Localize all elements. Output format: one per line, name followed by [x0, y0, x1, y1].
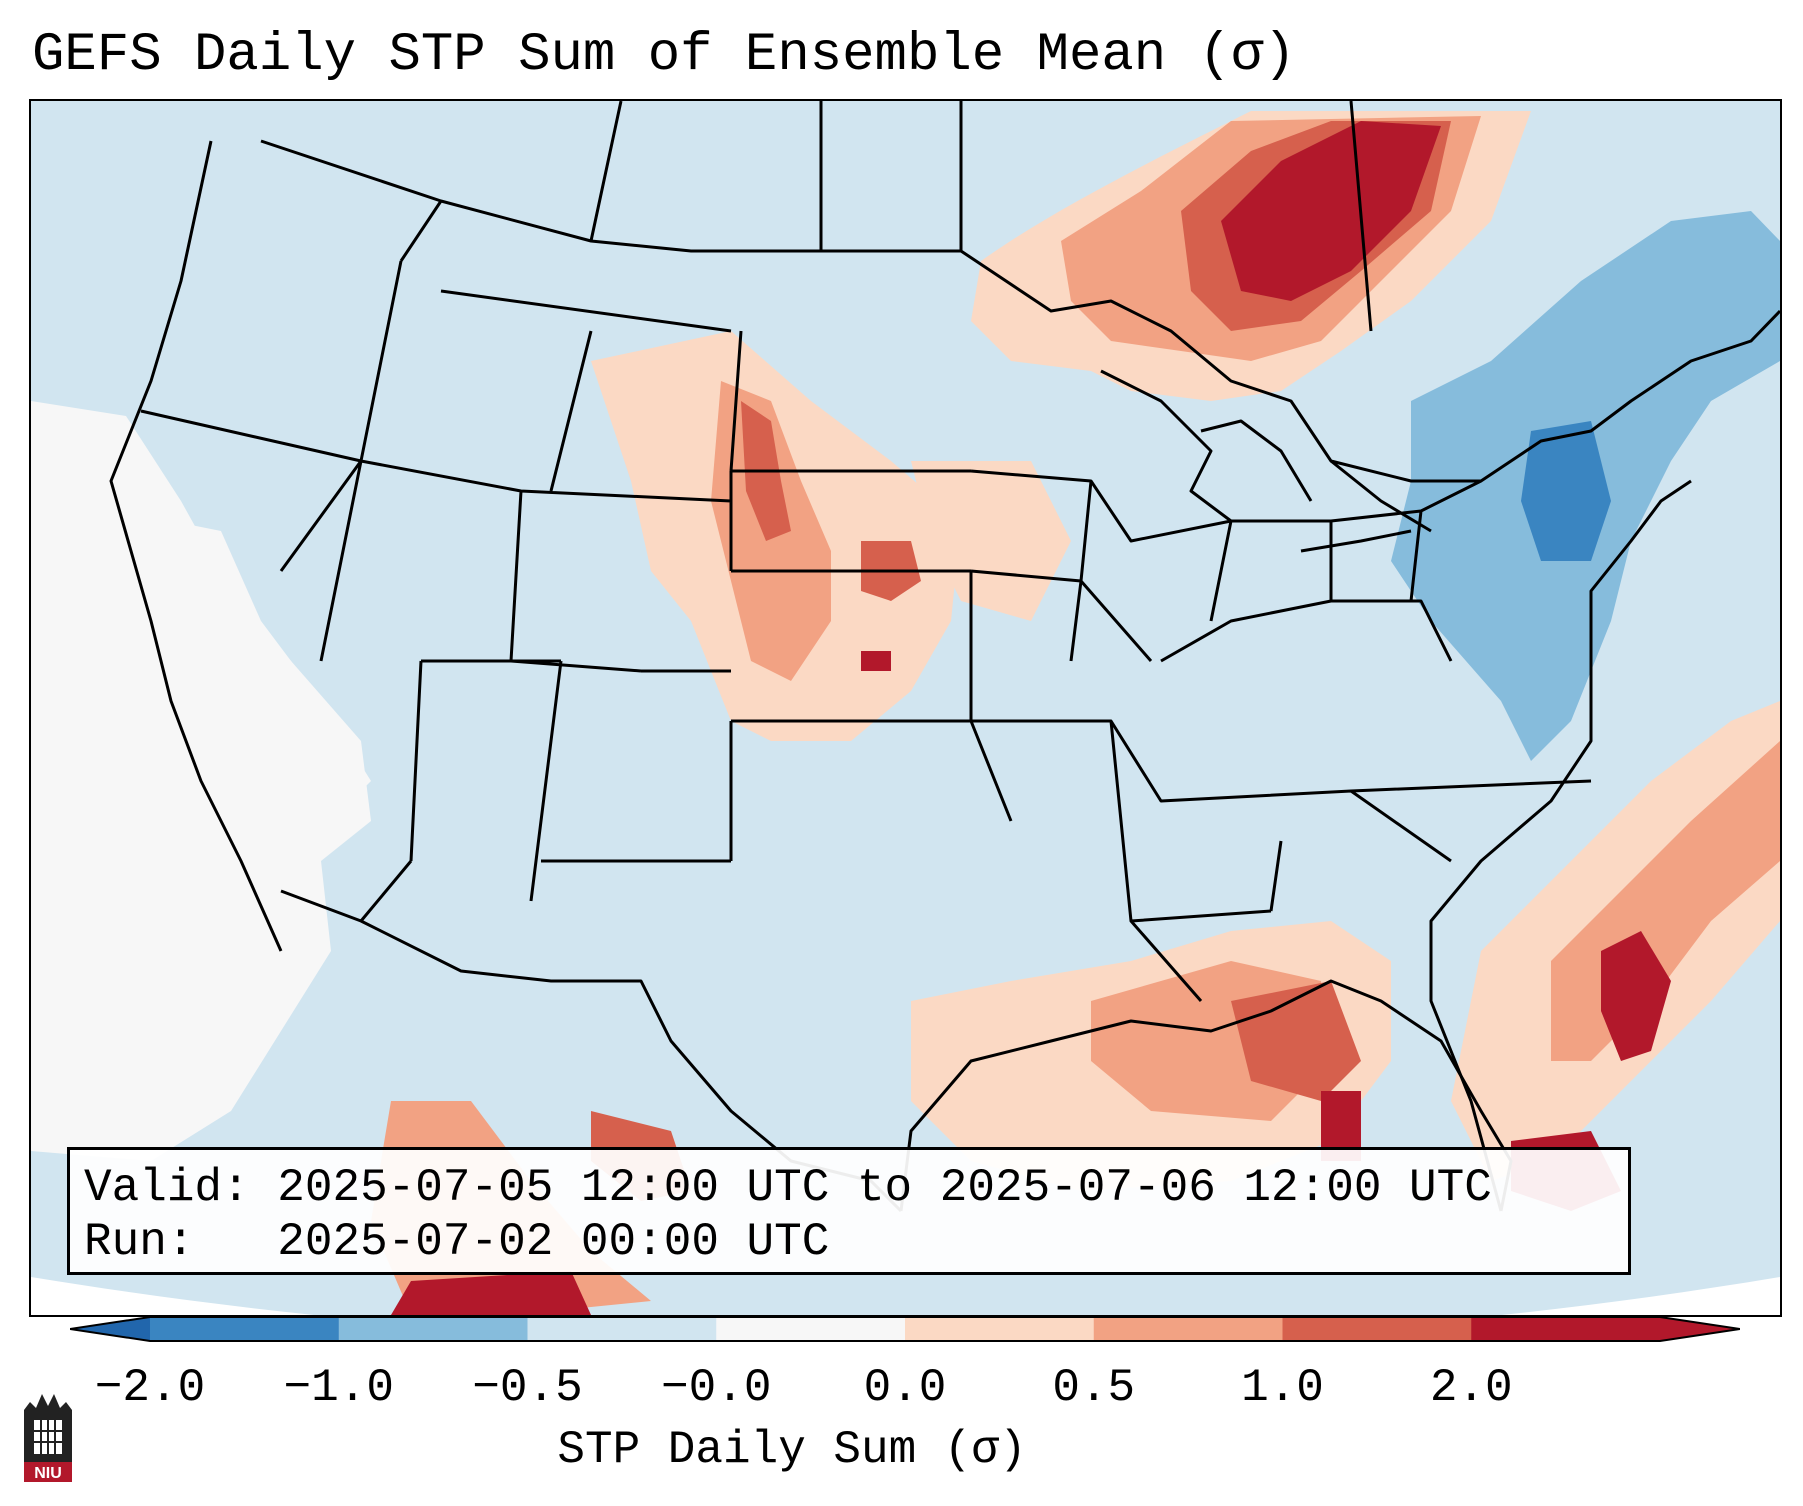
northeast-core-negative — [1521, 421, 1611, 561]
colorbar-segment — [338, 1317, 528, 1341]
colorbar-tick-label: −0.5 — [472, 1362, 583, 1414]
political-borders — [109, 101, 1780, 1213]
colorbar-tick-label: 0.0 — [863, 1362, 947, 1414]
run-time-line: Run: 2025-07-02 00:00 UTC — [84, 1216, 829, 1268]
colorbar-segment — [716, 1317, 906, 1341]
west-coast — [109, 140, 283, 952]
colorbar-segment — [1471, 1317, 1661, 1341]
colorbar-segment — [1093, 1317, 1283, 1341]
colorbar-segment — [905, 1317, 1095, 1341]
mexico-max-anomaly — [391, 1271, 591, 1315]
run-label: Run: — [84, 1216, 195, 1268]
state-lines-west — [140, 200, 1013, 922]
valid-run-info-box: Valid: 2025-07-05 12:00 UTC to 2025-07-0… — [67, 1147, 1631, 1275]
east-coast — [1429, 479, 1692, 1212]
colorbar-extend-high — [1660, 1317, 1740, 1341]
logo-text: NIU — [34, 1465, 62, 1482]
conus-map — [31, 101, 1780, 1315]
run-value: 2025-07-02 00:00 UTC — [277, 1216, 830, 1268]
gulf-max-anomaly — [1321, 1091, 1361, 1161]
chart-title: GEFS Daily STP Sum of Ensemble Mean (σ) — [32, 25, 1296, 86]
map-panel — [29, 99, 1782, 1317]
positive-anomaly-regions — [371, 111, 1780, 1315]
us-canada-border — [260, 139, 1780, 483]
valid-time-line: Valid: 2025-07-05 12:00 UTC to 2025-07-0… — [84, 1162, 1492, 1214]
negative-anomaly-regions — [1391, 211, 1780, 761]
great-lakes-outline — [1100, 369, 1432, 553]
valid-label: Valid: — [84, 1162, 250, 1214]
colorbar-tick-label: 2.0 — [1429, 1362, 1513, 1414]
colorbar-extend-low — [70, 1317, 150, 1341]
valid-value: 2025-07-05 12:00 UTC to 2025-07-06 12:00… — [277, 1162, 1492, 1214]
colorbar-segment — [527, 1317, 717, 1341]
colorbar-tick-label: −0.0 — [661, 1362, 772, 1414]
colorbar-segment — [1282, 1317, 1472, 1341]
colorbar-tick-label: 1.0 — [1241, 1362, 1324, 1414]
colorbar-segment — [150, 1317, 340, 1341]
colorbar — [70, 1316, 1740, 1342]
colorbar-tick-label: −1.0 — [283, 1362, 394, 1414]
california-neutral-patch — [171, 521, 371, 821]
colorbar-segments — [150, 1317, 1661, 1341]
canada-province-lines — [589, 101, 1373, 332]
logo-badge — [24, 1462, 72, 1482]
midwest-light-anomaly — [911, 461, 1071, 621]
gulf-coast — [899, 979, 1513, 1212]
logo-window-lines — [34, 1420, 62, 1454]
niu-logo: NIU — [24, 1394, 72, 1482]
colorbar-tick-label: 0.5 — [1052, 1362, 1136, 1414]
colorbar-outline — [70, 1316, 1740, 1342]
kansas-max-anomaly — [861, 651, 891, 671]
colorbar-tick-label: −2.0 — [94, 1362, 206, 1414]
atlantic-max-anomaly — [1601, 931, 1671, 1061]
colorbar-label: STP Daily Sum (σ) — [557, 1424, 1027, 1476]
canada-max-anomaly — [1221, 121, 1441, 301]
state-lines-east — [970, 469, 1592, 1002]
gulf-high-anomaly — [1231, 981, 1361, 1101]
